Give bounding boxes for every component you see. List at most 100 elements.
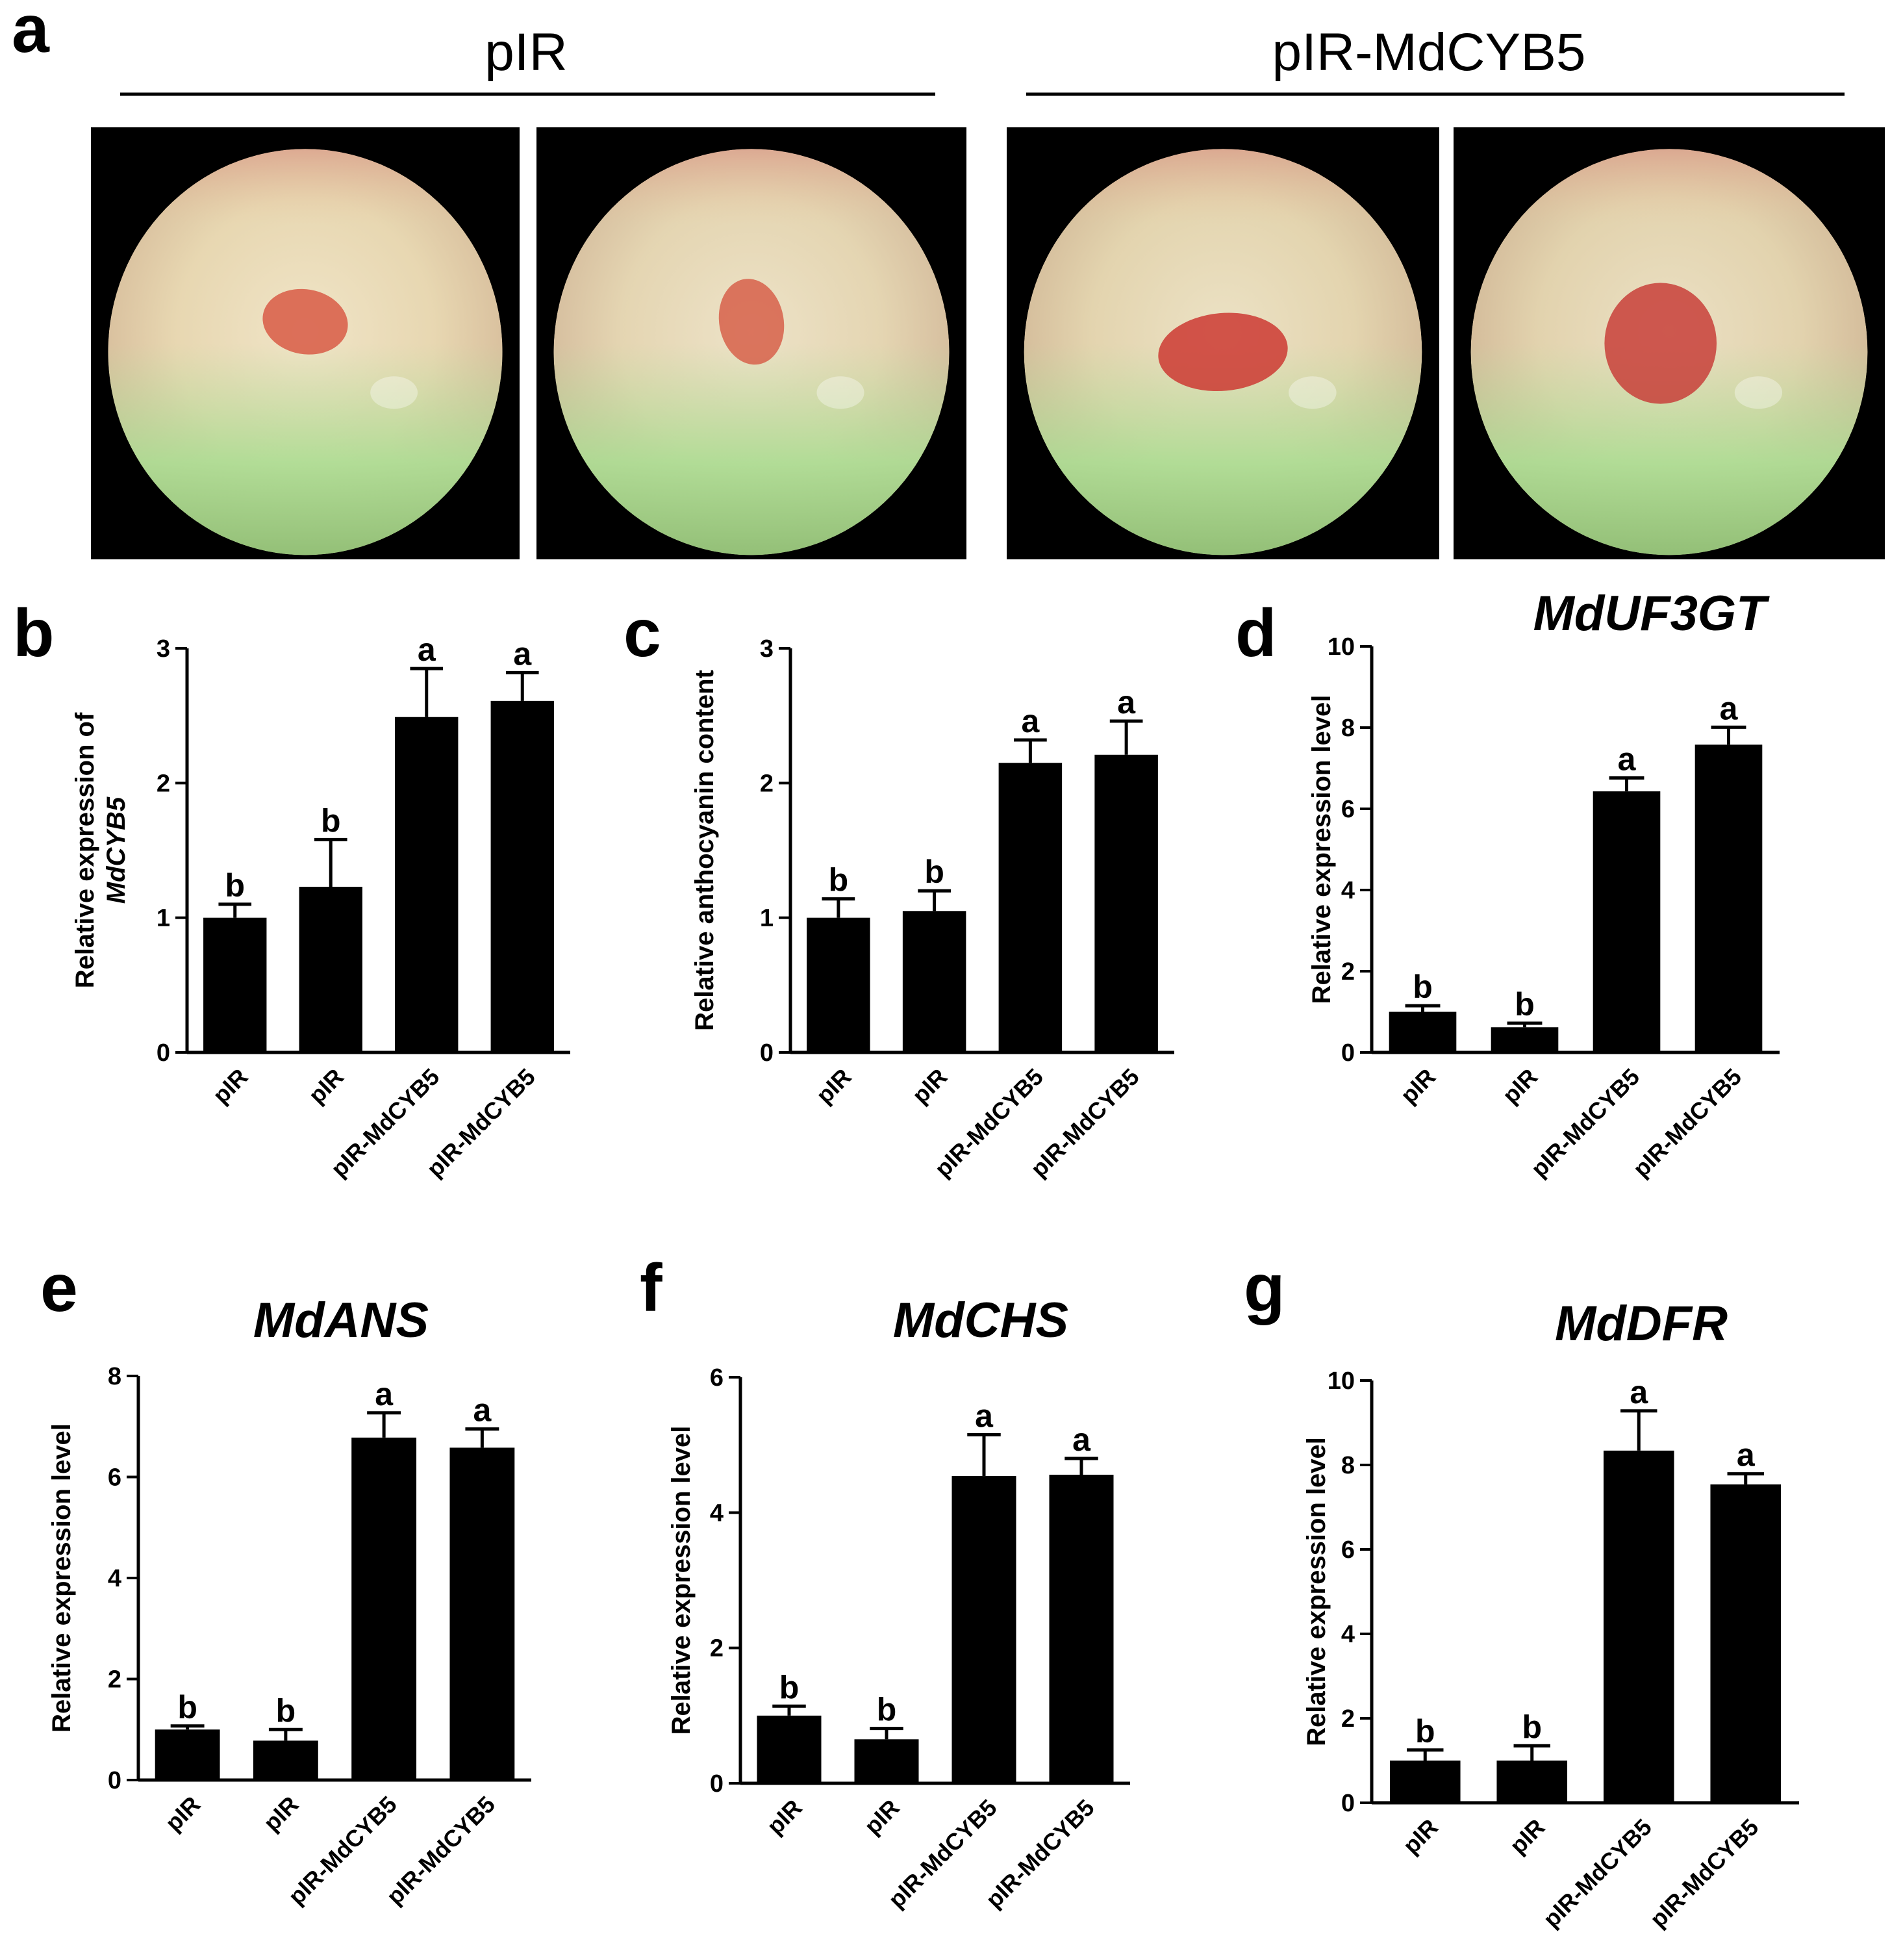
significance-label: a bbox=[1630, 1374, 1648, 1410]
y-tick-label: 10 bbox=[1328, 1368, 1355, 1395]
bar bbox=[902, 911, 966, 1052]
y-tick-label: 6 bbox=[1341, 796, 1355, 823]
bar bbox=[155, 1729, 220, 1780]
y-tick-label: 3 bbox=[157, 635, 170, 663]
y-tick-label: 8 bbox=[1341, 715, 1355, 742]
panel-letter-g: g bbox=[1244, 1251, 1285, 1326]
y-tick-label: 0 bbox=[1341, 1039, 1355, 1067]
highlight bbox=[370, 376, 418, 409]
apple-photo-2 bbox=[536, 127, 966, 559]
y-tick-label: 1 bbox=[157, 905, 170, 932]
y-tick-label: 4 bbox=[1341, 877, 1355, 904]
significance-label: a bbox=[1737, 1437, 1756, 1473]
bar bbox=[253, 1740, 318, 1780]
category-label: pIR bbox=[1497, 1063, 1543, 1109]
significance-label: a bbox=[1720, 690, 1739, 726]
panel-letter-f: f bbox=[640, 1251, 662, 1326]
significance-label: a bbox=[418, 631, 436, 668]
y-axis-label: Relative expression level bbox=[667, 1426, 696, 1735]
y-tick-label: 2 bbox=[108, 1666, 121, 1694]
bar bbox=[1389, 1761, 1461, 1803]
category-label: pIR-MdCYB5 bbox=[1628, 1063, 1746, 1182]
chart-d: d MdUF3GT 0 2 4 6 8 10 Relative expression level… bbox=[1235, 586, 1780, 1182]
injection-spot bbox=[1604, 283, 1717, 404]
y-tick-label: 6 bbox=[710, 1364, 724, 1392]
significance-label: b bbox=[1413, 969, 1433, 1005]
apple-photos bbox=[91, 127, 1885, 559]
category-label: pIR bbox=[258, 1791, 304, 1837]
injection-spot bbox=[718, 279, 785, 365]
category-label: pIR bbox=[811, 1063, 857, 1109]
category-label: pIR bbox=[1504, 1814, 1550, 1859]
category-label: pIR bbox=[303, 1063, 349, 1109]
significance-label: b bbox=[1515, 986, 1535, 1023]
bar bbox=[490, 700, 554, 1052]
category-label: pIR-MdCYB5 bbox=[1538, 1814, 1657, 1933]
bar bbox=[1496, 1761, 1568, 1803]
significance-label: b bbox=[829, 862, 849, 898]
bar bbox=[1593, 791, 1661, 1052]
bar bbox=[1049, 1475, 1114, 1783]
chart-title: MdCHS bbox=[893, 1293, 1068, 1348]
y-tick-label: 4 bbox=[710, 1499, 724, 1527]
y-tick-label: 10 bbox=[1328, 633, 1355, 661]
category-label: pIR bbox=[1398, 1814, 1443, 1859]
bar bbox=[395, 717, 459, 1052]
significance-label: b bbox=[924, 854, 944, 890]
bar bbox=[951, 1476, 1016, 1783]
y-tick-label: 6 bbox=[108, 1464, 121, 1492]
significance-label: b bbox=[276, 1692, 296, 1729]
significance-label: a bbox=[1117, 684, 1136, 720]
panel-letter-a: a bbox=[12, 0, 50, 67]
category-label: pIR bbox=[1395, 1063, 1441, 1109]
y-axis-label: Relative expression level bbox=[1307, 695, 1336, 1004]
group-label-pir-mdcyb5: pIR-MdCYB5 bbox=[1272, 23, 1585, 82]
y-tick-label: 2 bbox=[157, 770, 170, 797]
category-label: pIR bbox=[907, 1063, 952, 1109]
y-tick-label: 6 bbox=[1341, 1536, 1355, 1564]
bar bbox=[1094, 754, 1158, 1052]
significance-label: a bbox=[1618, 741, 1637, 778]
panel-letter-d: d bbox=[1235, 596, 1277, 671]
y-tick-label: 2 bbox=[1341, 1705, 1355, 1733]
bar bbox=[203, 917, 267, 1052]
significance-label: b bbox=[177, 1689, 197, 1725]
significance-label: a bbox=[975, 1398, 994, 1434]
bar bbox=[807, 917, 870, 1052]
category-label: pIR bbox=[160, 1791, 205, 1837]
injection-spot bbox=[1158, 312, 1288, 392]
y-tick-label: 0 bbox=[710, 1770, 724, 1798]
significance-label: b bbox=[1415, 1713, 1435, 1750]
y-axis-label: MdCYB5 bbox=[102, 796, 131, 904]
bar bbox=[1695, 745, 1763, 1052]
panel-a: a pIR pIR-MdCYB5 bbox=[12, 0, 1885, 559]
y-tick-label: 2 bbox=[760, 770, 774, 797]
bar bbox=[1491, 1027, 1559, 1052]
chart-e: e MdANS 0 2 4 6 8 Relative expression level b pIR… bbox=[40, 1251, 531, 1910]
chart-title: MdDFR bbox=[1555, 1296, 1728, 1351]
y-tick-label: 2 bbox=[1341, 958, 1355, 986]
apple-photo-1 bbox=[91, 127, 520, 559]
y-axis-label: Relative expression level bbox=[47, 1423, 76, 1733]
category-label: pIR-MdCYB5 bbox=[1526, 1063, 1644, 1182]
highlight bbox=[1734, 376, 1783, 409]
significance-label: b bbox=[779, 1669, 800, 1705]
chart-b: b 0 1 2 3 Relative expression of MdCYB5 b pIR b pI… bbox=[13, 596, 570, 1182]
y-tick-label: 4 bbox=[1341, 1621, 1355, 1648]
highlight bbox=[1289, 376, 1337, 409]
chart-f: f MdCHS 0 2 4 6 Relative expression level b pIR b… bbox=[640, 1251, 1130, 1913]
category-label: pIR-MdCYB5 bbox=[1644, 1814, 1763, 1933]
bar-charts: b 0 1 2 3 Relative expression of MdCYB5 b pIR b pI… bbox=[13, 586, 1799, 1933]
panel-letter-b: b bbox=[13, 596, 55, 671]
significance-label: b bbox=[321, 802, 341, 839]
chart-title: MdANS bbox=[253, 1293, 429, 1348]
y-tick-label: 8 bbox=[108, 1363, 121, 1390]
apple-photo-3 bbox=[1007, 127, 1439, 559]
bar bbox=[351, 1437, 417, 1780]
significance-label: a bbox=[1072, 1421, 1091, 1458]
y-tick-label: 1 bbox=[760, 905, 774, 932]
category-label: pIR bbox=[207, 1063, 253, 1109]
significance-label: a bbox=[375, 1376, 394, 1412]
y-tick-label: 2 bbox=[710, 1635, 724, 1662]
significance-label: a bbox=[473, 1392, 492, 1429]
